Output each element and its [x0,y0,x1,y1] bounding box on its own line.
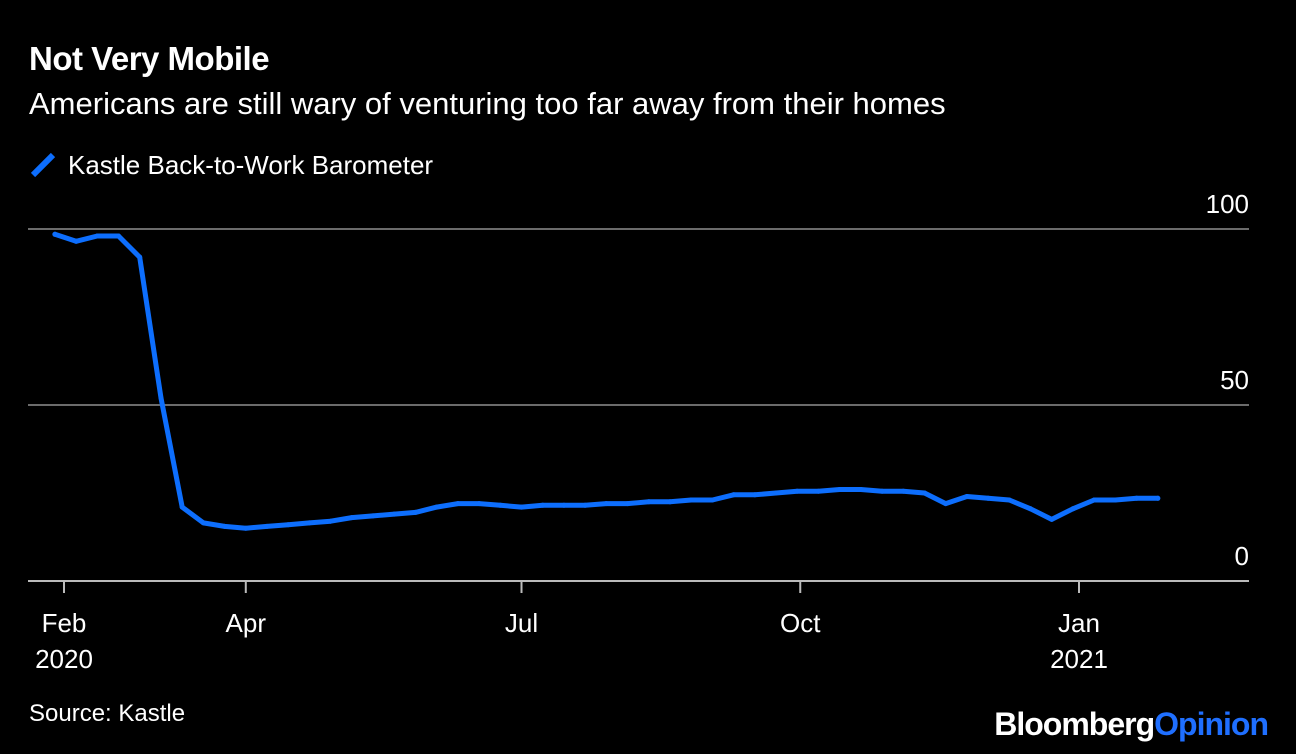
data-point [709,497,715,503]
legend-label: Kastle Back-to-Work Barometer [68,149,434,180]
data-point [179,504,185,510]
data-point [837,487,843,492]
y-tick-label-100: 100 [1206,189,1249,219]
data-point [858,487,864,492]
x-tick-label-apr: Apr [226,608,267,638]
x-tick-label-oct: Oct [780,608,821,638]
x-tick-year-2021: 2021 [1050,644,1108,674]
y-tick-label-50: 50 [1220,365,1249,395]
data-point [964,494,970,499]
chart-title: Not Very Mobile [29,40,270,77]
brand-bloomberg: Bloomberg [994,706,1155,742]
data-point [540,502,546,508]
y-tick-label-0: 0 [1235,541,1249,571]
x-axis: Feb 2020 Apr Jul Oct Jan 2021 [35,581,1108,674]
data-point [667,499,673,505]
data-point [646,499,652,505]
data-point [306,520,312,526]
data-point [1134,495,1140,501]
brand-opinion: Opinion [1154,706,1269,742]
data-point [73,238,79,244]
data-point [582,502,588,508]
data-point [922,490,927,496]
data-point [1112,497,1118,503]
data-point [391,511,397,517]
data-point [285,522,291,528]
data-point [943,501,949,507]
data-point [625,501,631,507]
series-layer [52,231,1161,531]
series-line-0 [52,231,1161,531]
data-point [688,497,694,503]
data-point [476,501,482,507]
data-point [243,525,249,531]
legend: Kastle Back-to-Work Barometer [30,148,433,182]
data-point [413,509,418,515]
data-point [200,520,206,526]
data-point [561,502,567,508]
data-point [815,488,821,494]
data-point [158,395,164,401]
data-point [985,495,991,501]
x-tick-label-jul: Jul [505,608,538,638]
data-point [328,518,334,524]
bloomberg-opinion-logo: BloombergOpinion [994,706,1269,743]
data-point [370,513,376,519]
data-point [497,502,503,508]
gridlines [28,228,1249,582]
data-point [264,523,270,529]
data-point [900,488,906,494]
data-point [137,254,143,260]
y-axis: 0 50 100 [1206,189,1249,571]
data-point [752,492,758,498]
data-point [455,501,461,507]
data-point [773,490,779,496]
data-point [1070,506,1076,512]
x-tick-label-jan: Jan [1058,608,1100,638]
data-point [1028,506,1033,512]
data-point [731,492,737,498]
chart-subtitle: Americans are still wary of venturing to… [29,86,946,121]
data-point [222,523,228,529]
data-point [603,501,609,507]
data-point [94,233,100,239]
data-point [794,488,800,494]
x-tick-year-2020: 2020 [35,644,93,674]
data-point [1006,497,1012,503]
source-note: Source: Kastle [29,700,186,727]
data-point [879,488,885,494]
data-point [116,233,121,239]
x-tick-label-feb: Feb [42,608,87,638]
data-point [349,515,355,521]
data-point [1091,497,1097,503]
data-point [519,504,524,510]
data-point [1155,495,1161,501]
data-point [1049,516,1055,522]
data-point [434,504,440,510]
data-point [52,231,58,237]
legend-swatch-icon [30,152,56,178]
